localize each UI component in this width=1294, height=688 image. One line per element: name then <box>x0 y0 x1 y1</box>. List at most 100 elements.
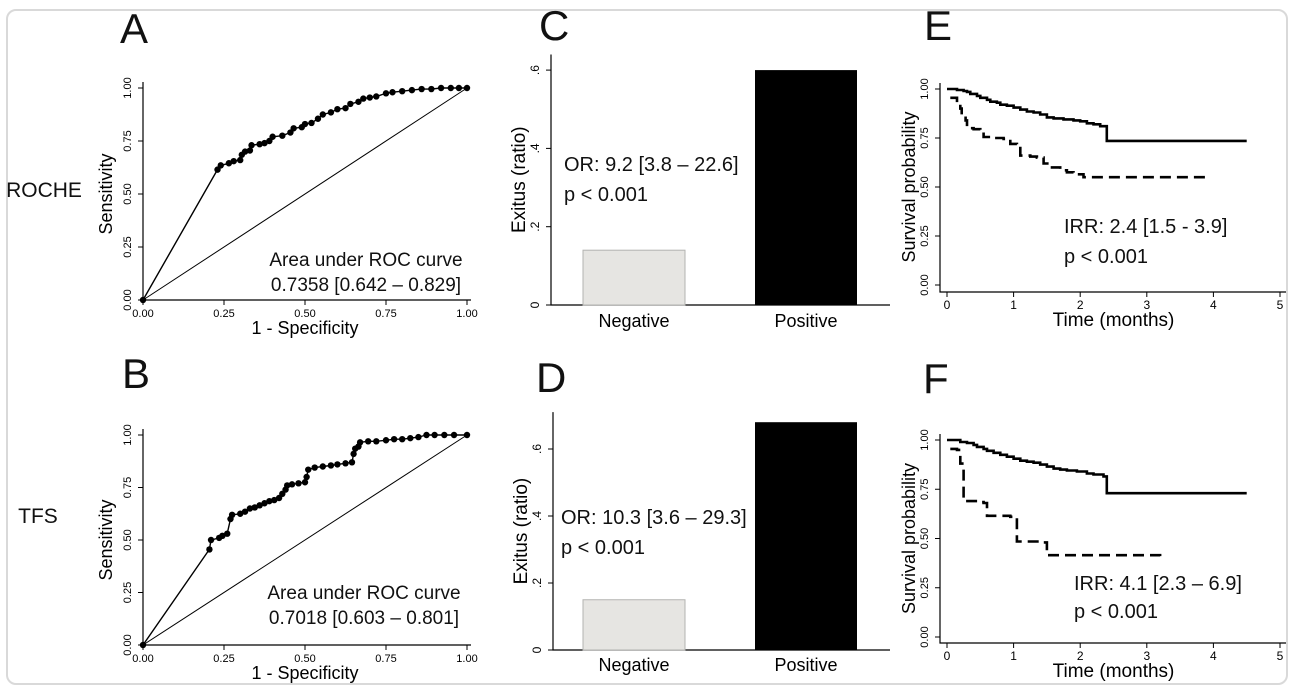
roc-point-marker <box>271 496 278 504</box>
x-tick-label: 5 <box>1277 649 1284 663</box>
y-axis-title: Survival probability <box>899 463 919 614</box>
x-tick-label: 0.50 <box>294 653 315 665</box>
or-annotation-d: OR: 10.3 [3.6 – 29.3] p < 0.001 <box>561 503 747 563</box>
roc-point-marker <box>319 111 327 118</box>
roc-point-marker <box>283 482 291 489</box>
panel-letter-e: E <box>924 2 953 49</box>
y-tick-label: .6 <box>530 444 544 454</box>
roc-chart-roche: 0.00 0.25 0.50 0.75 1.00 0.00 0.25 0.50 0.75 1.00… <box>96 77 478 338</box>
roc-point-marker <box>237 156 244 164</box>
y-tick-label: 1.00 <box>919 429 931 450</box>
y-tick-label: 0.75 <box>919 479 931 500</box>
roc-chart-tfs: 0.00 0.25 0.50 0.75 1.00 0.00 0.25 0.50 0.75 1.00… <box>96 424 478 683</box>
or-value: OR: 10.3 [3.6 – 29.3] <box>561 507 747 529</box>
roc-point-marker <box>261 500 268 507</box>
y-tick-label: .6 <box>528 65 542 75</box>
x-tick-label: 0.00 <box>132 308 153 320</box>
auc-value: 0.7358 [0.642 – 0.829] <box>270 275 462 296</box>
p-value: p < 0.001 <box>561 537 645 559</box>
x-tick-label: 1.00 <box>456 653 477 665</box>
panel-letter-a: A <box>120 5 149 52</box>
x-tick-label: 0.50 <box>294 308 315 320</box>
y-tick-label: 0.25 <box>919 225 931 246</box>
km-curve-dashed <box>950 96 1211 179</box>
roc-point-marker <box>327 109 335 116</box>
y-axis-title: Exitus (ratio) <box>511 478 532 585</box>
roc-point-marker <box>360 95 367 102</box>
km-curve-solid <box>947 438 1247 495</box>
roc-point-marker <box>407 434 414 442</box>
roc-point-marker <box>224 530 231 537</box>
roc-point-marker <box>364 438 372 445</box>
or-annotation-c: OR: 9.2 [3.8 – 22.6] p < 0.001 <box>564 150 739 210</box>
roc-point-marker <box>399 87 406 95</box>
roc-point-marker <box>390 436 398 443</box>
roc-point-marker <box>418 85 425 93</box>
bar-positive <box>755 422 857 650</box>
row-label-roche: ROCHE <box>6 179 82 202</box>
roc-point-marker <box>237 510 244 517</box>
x-tick-label: 4 <box>1210 649 1217 663</box>
y-axis-title: Sensitivity <box>96 499 116 580</box>
y-axis-title: Survival probability <box>899 111 919 262</box>
axes <box>939 434 1286 644</box>
roc-point-marker <box>366 94 373 101</box>
roc-point-marker <box>355 98 362 105</box>
roc-point-marker <box>356 439 364 446</box>
roc-point-marker <box>305 466 312 473</box>
roc-point-marker <box>428 85 435 93</box>
or-value: OR: 9.2 [3.8 – 22.6] <box>564 154 739 176</box>
roc-point-marker <box>447 84 454 92</box>
y-tick-label: 1.00 <box>122 424 134 445</box>
roc-point-marker <box>139 296 147 304</box>
roc-point-marker <box>311 464 318 471</box>
roc-point-marker <box>269 133 276 140</box>
roc-point-marker <box>399 436 406 443</box>
x-axis-title: 1 - Specificity <box>251 663 358 683</box>
km-chart-tfs: 0 1 2 3 4 5 0.00 0.25 0.50 0.75 1.00 Time (months) S… <box>899 429 1286 682</box>
roc-point-marker <box>308 119 315 127</box>
p-value: p < 0.001 <box>564 184 648 206</box>
roc-point-marker <box>206 546 213 553</box>
x-axis-title: Time (months) <box>1053 310 1175 331</box>
roc-point-marker <box>219 532 226 539</box>
roc-point-marker <box>348 459 356 466</box>
x-tick-label: 5 <box>1277 298 1284 312</box>
km-chart-roche: 0 1 2 3 4 5 0.00 0.25 0.50 0.75 1.00 Time (months) S… <box>899 78 1286 331</box>
panel-letter-d: D <box>536 354 567 401</box>
roc-point-marker <box>290 125 297 132</box>
y-tick-label: 0.25 <box>122 236 134 257</box>
category-label: Positive <box>774 311 837 331</box>
y-tick-label: 0.50 <box>919 176 931 197</box>
roc-point-marker <box>225 160 233 167</box>
diagonal-reference-line <box>142 87 468 301</box>
y-axis-title: Sensitivity <box>96 153 116 234</box>
roc-point-marker <box>455 84 463 92</box>
y-tick-label: 0.00 <box>919 626 931 647</box>
irr-annotation-e: IRR: 2.4 [1.5 - 3.9] p < 0.001 <box>1064 212 1227 272</box>
roc-point-marker <box>334 461 341 468</box>
roc-point-marker <box>319 463 327 470</box>
auc-value: 0.7018 [0.603 – 0.801] <box>268 608 460 629</box>
row-label-tfs: TFS <box>18 505 58 528</box>
roc-point-marker <box>288 481 296 488</box>
y-tick-label: 0.25 <box>919 577 931 598</box>
y-tick-label: 0 <box>530 646 544 653</box>
roc-point-marker <box>314 115 322 122</box>
x-tick-label: 4 <box>1210 298 1217 312</box>
roc-point-marker <box>261 139 268 147</box>
p-value: p < 0.001 <box>1074 601 1158 623</box>
p-value: p < 0.001 <box>1064 246 1148 268</box>
irr-annotation-f: IRR: 4.1 [2.3 – 6.9] p < 0.001 <box>1074 570 1242 626</box>
roc-point-marker <box>279 132 286 139</box>
y-tick-label: 0.00 <box>122 634 134 655</box>
y-tick-label: .2 <box>528 221 542 231</box>
y-tick-label: 0.50 <box>919 528 931 549</box>
roc-point-marker <box>389 89 396 96</box>
x-axis-title: 1 - Specificity <box>251 318 358 338</box>
roc-point-marker <box>327 462 335 469</box>
y-tick-label: 0.00 <box>919 274 931 295</box>
y-tick-label: 1.00 <box>919 78 931 99</box>
y-tick-label: 0.50 <box>122 183 134 204</box>
